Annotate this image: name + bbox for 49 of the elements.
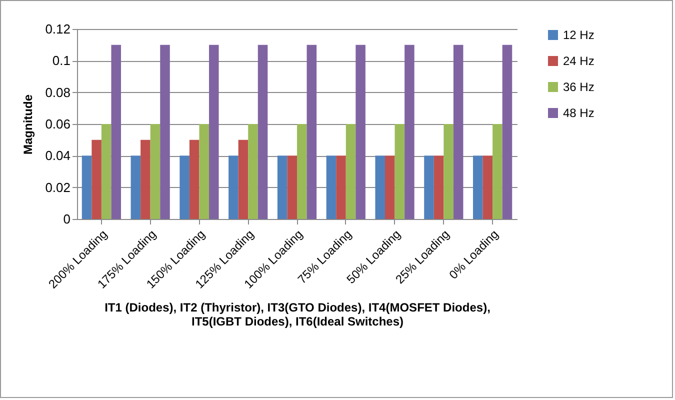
bar: [101, 124, 112, 219]
bar: [473, 156, 483, 219]
bar: [92, 140, 102, 219]
bar: [385, 156, 395, 219]
bar: [248, 124, 258, 219]
y-tick-label: 0.04: [45, 148, 70, 164]
y-tick-label: 0.02: [45, 180, 70, 195]
bar: [180, 156, 190, 219]
bar: [336, 156, 346, 219]
bar: [424, 156, 434, 219]
bar: [189, 140, 200, 219]
y-axis-title: Magnitude: [21, 94, 36, 154]
bar: [209, 44, 219, 219]
bar: [258, 44, 268, 219]
bar: [326, 156, 336, 219]
bar: [502, 44, 512, 219]
bar: [130, 156, 141, 219]
bar: [287, 156, 297, 219]
y-tick-label: 0.1: [52, 53, 70, 68]
y-tick-label: 0.08: [45, 84, 70, 100]
y-tick-label: 0: [63, 212, 70, 226]
legend-label: 24 Hz: [563, 54, 594, 68]
bar: [111, 44, 121, 219]
bar: [394, 124, 405, 219]
bar: [82, 156, 92, 219]
bar: [277, 156, 288, 219]
bar: [140, 140, 150, 219]
bar: [306, 44, 317, 219]
bar: [356, 44, 366, 219]
bar: [444, 124, 454, 219]
bar: [375, 156, 385, 219]
x-axis-title: IT1 (Diodes), IT2 (Thyristor), IT3(GTO Diodes), IT4(MOSFET Diodes), IT5(IGBT Diodes), IT6(Ideal Switches): [104, 300, 490, 329]
bar: [150, 124, 160, 219]
y-tick-label: 0.06: [45, 116, 70, 132]
y-tick-label: 0.12: [45, 22, 70, 36]
legend-label: 36 Hz: [563, 80, 594, 94]
bar: [434, 156, 444, 219]
legend-label: 48 Hz: [563, 106, 594, 120]
bar: [346, 124, 356, 219]
bar: [228, 156, 238, 219]
bar: [199, 124, 209, 219]
bar: [482, 156, 493, 219]
bar: [160, 44, 170, 219]
legend-label: 12 Hz: [563, 28, 594, 42]
bar: [238, 140, 248, 219]
bar: [404, 44, 414, 219]
bar: [297, 124, 307, 219]
bar: [453, 44, 464, 219]
bar: [492, 124, 502, 219]
